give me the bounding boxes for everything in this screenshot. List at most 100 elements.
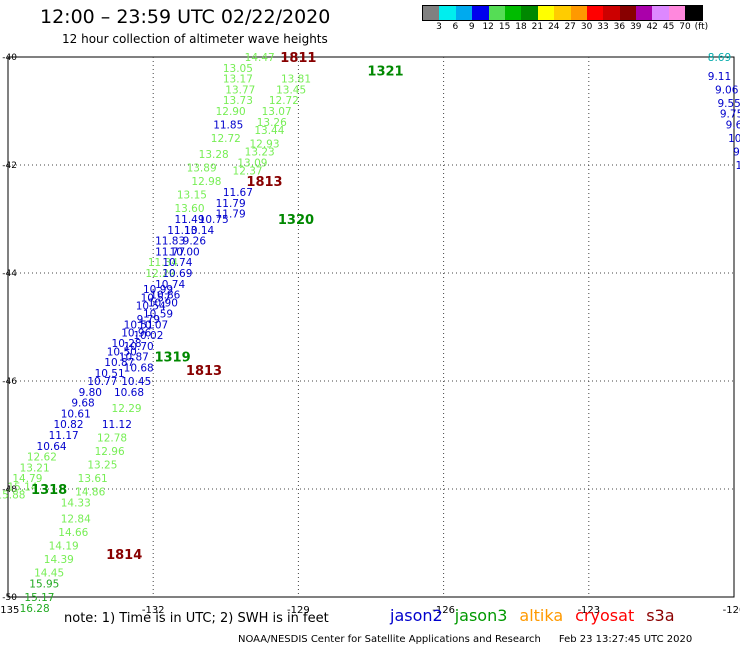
legend-s3a: s3a: [646, 606, 675, 625]
wave-height-label: 13.81: [281, 74, 311, 86]
wave-height-label: 11.83: [155, 236, 185, 248]
wave-height-label: 10.51: [124, 319, 154, 331]
wave-height-label: 14.47: [245, 52, 275, 64]
wave-height-label: 13.23: [245, 147, 275, 159]
wave-height-label: 13.28: [199, 149, 229, 161]
wave-height-label: 11.12: [102, 419, 132, 431]
pass-time-label: 1814: [106, 548, 142, 563]
scale-unit: (ft): [694, 22, 709, 32]
wave-height-label: 10.70: [124, 341, 154, 353]
wave-height-label: 9.55: [717, 98, 740, 110]
wave-height-label: 11.85: [213, 120, 243, 132]
wave-height-label: 11.67: [223, 187, 253, 199]
wave-height-label: 11.34: [148, 257, 178, 269]
scale-swatch: [668, 6, 686, 20]
pass-time-label: 1321: [367, 65, 403, 80]
wave-height-label: 10.99: [143, 284, 173, 296]
wave-height-label: 10.96: [121, 327, 151, 339]
wave-height-label: 9.68: [71, 398, 94, 410]
wave-height-label: 10.64: [37, 441, 67, 453]
legend-jason2: jason2: [390, 606, 443, 625]
y-tick-label: -40: [2, 53, 17, 63]
scale-swatch: [636, 6, 653, 20]
pass-time-label: 1813: [186, 364, 222, 379]
wave-height-label: 9.75: [720, 109, 740, 121]
y-tick-label: -46: [2, 377, 17, 387]
scale-swatch: [652, 6, 669, 20]
y-tick-label: -42: [2, 161, 17, 171]
scale-swatch: [488, 6, 505, 20]
scale-label: 39: [630, 22, 642, 32]
wave-height-label: 9.79: [137, 314, 160, 326]
generated-timestamp: Feb 23 13:27:45 UTC 2020: [558, 634, 693, 645]
plot-frame: [7, 56, 735, 598]
x-tick-label: -132: [142, 605, 165, 616]
wave-height-label: 10.90: [148, 298, 178, 310]
wave-height-label: 12.96: [95, 446, 125, 458]
wave-height-label: 10.07: [138, 319, 168, 331]
wave-height-label: 9: [733, 147, 740, 159]
wave-height-label: 9.6: [726, 120, 740, 132]
wave-height-label: 10.74: [155, 279, 185, 291]
scale-swatch: [554, 6, 571, 20]
wave-height-label: 13.89: [187, 163, 217, 175]
wave-height-label: 11.49: [174, 214, 204, 226]
wave-height-label: 15.17: [24, 592, 54, 604]
wave-height-label: 11.79: [216, 209, 246, 221]
scale-label: 30: [580, 22, 593, 32]
wave-height-label: 13.15: [177, 190, 207, 202]
wave-height-label: 14.19: [49, 541, 79, 553]
x-tick-label: -135: [0, 605, 19, 616]
x-tick-label: -123: [577, 605, 600, 616]
scale-label: 12: [482, 22, 494, 32]
scale-swatch: [439, 6, 456, 20]
x-tick-label: -129: [287, 605, 310, 616]
wave-height-label: 13.07: [262, 106, 292, 118]
wave-height-label: 12.37: [233, 165, 263, 177]
credit-line: NOAA/NESDIS Center for Satellite Applica…: [238, 634, 692, 645]
wave-height-label: 10.: [728, 133, 740, 145]
wave-height-label: 16.28: [20, 603, 50, 615]
wave-height-label: 12.29: [145, 268, 175, 280]
wave-height-label: 14.79: [12, 473, 42, 485]
wave-height-label: 10.87: [104, 357, 134, 369]
legend-cryosat: cryosat: [575, 606, 635, 625]
wave-height-label: 14.66: [58, 527, 88, 539]
pass-time-label: 1811: [280, 51, 316, 66]
wave-height-label: 10.59: [143, 309, 173, 321]
wave-height-label: 10.45: [121, 376, 151, 388]
wave-height-label: 10.87: [119, 352, 149, 364]
wave-height-label: 12.90: [216, 106, 246, 118]
scale-label: 70: [679, 22, 691, 32]
wave-height-label: 14.39: [44, 554, 74, 566]
scale-label: 24: [548, 22, 560, 32]
scale-label: 36: [613, 22, 626, 32]
scale-swatch: [472, 6, 489, 20]
scale-label: 9: [468, 22, 475, 32]
wave-height-label: 10.54: [136, 300, 166, 312]
wave-height-label: 10.68: [114, 387, 144, 399]
wave-height-label: 13.77: [225, 84, 255, 96]
wave-height-label: 9.06: [715, 84, 739, 96]
scale-swatch: [570, 6, 587, 20]
wave-height-label: 12.62: [27, 452, 57, 464]
wave-height-label: 12.72: [269, 95, 299, 107]
wave-height-label: 11.77: [155, 246, 185, 258]
scale-swatch: [423, 6, 440, 20]
wave-height-label: 14.33: [61, 498, 91, 510]
wave-height-label: 10.69: [162, 268, 192, 280]
wave-height-label: 9.80: [79, 387, 102, 399]
scale-label: 45: [662, 22, 675, 32]
wave-height-label: 13.17: [223, 74, 253, 86]
wave-height-label: 8.69: [708, 52, 731, 64]
scale-swatch: [586, 6, 604, 20]
wave-height-label: 10.82: [53, 419, 83, 431]
x-tick-label: -126: [432, 605, 455, 616]
color-scale-bar: [422, 5, 703, 21]
y-tick-label: -50: [2, 593, 17, 603]
wave-height-label: 13.44: [254, 125, 284, 137]
scale-swatch: [537, 6, 555, 20]
scale-label: 3: [436, 22, 442, 32]
legend-jason3: jason3: [454, 606, 508, 625]
